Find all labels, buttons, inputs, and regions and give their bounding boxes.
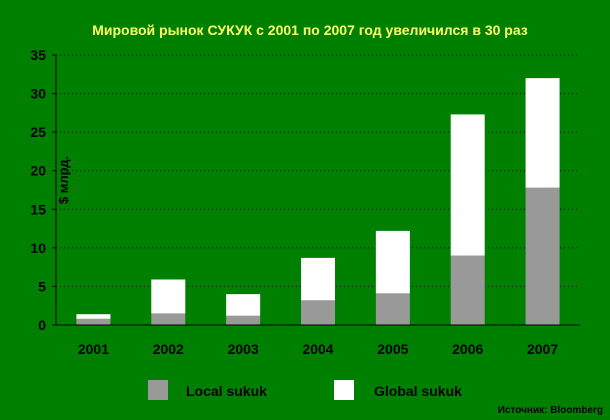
source-note: Источник: Bloomberg — [498, 405, 603, 416]
x-tick-label: 2001 — [78, 341, 109, 357]
y-tick-label: 25 — [30, 124, 46, 140]
y-tick-label: 15 — [30, 201, 46, 217]
bar-global-2005 — [375, 230, 410, 294]
bar-local-2006 — [450, 255, 485, 325]
bar-local-2002 — [151, 313, 186, 325]
legend-label-global: Global sukuk — [374, 383, 462, 399]
x-tick-label: 2002 — [153, 341, 184, 357]
bar-global-2006 — [450, 114, 485, 256]
x-axis-ticks: 2001 2002 2003 2004 2005 2006 2007 — [78, 341, 559, 357]
bar-global-2007 — [525, 78, 560, 188]
legend: Local sukuk Global sukuk — [148, 380, 462, 400]
x-tick-label: 2004 — [302, 341, 333, 357]
bar-local-2004 — [301, 300, 335, 325]
bar-local-2007 — [525, 187, 560, 325]
x-tick-label: 2006 — [452, 341, 483, 357]
bar-local-2005 — [375, 293, 410, 325]
y-tick-label: 10 — [30, 240, 46, 256]
bar-global-2002 — [151, 279, 186, 314]
y-tick-label: 35 — [30, 47, 46, 63]
bar-global-2003 — [226, 294, 261, 316]
legend-swatch-global — [334, 380, 354, 400]
legend-label-local: Local sukuk — [186, 383, 267, 399]
y-axis-label: $ млрд. — [56, 156, 71, 204]
bar-local-2003 — [226, 315, 261, 325]
x-tick-label: 2005 — [377, 341, 408, 357]
y-axis-ticks: 0 5 10 15 20 25 30 35 — [30, 47, 56, 333]
bar-global-2001 — [76, 314, 111, 319]
chart-title: Мировой рынок СУКУК с 2001 по 2007 год у… — [92, 22, 528, 38]
y-tick-label: 0 — [38, 317, 46, 333]
y-tick-label: 5 — [38, 278, 46, 294]
legend-swatch-local — [148, 380, 168, 400]
x-tick-label: 2003 — [228, 341, 259, 357]
y-tick-label: 20 — [30, 163, 46, 179]
bars — [76, 78, 560, 325]
gridlines — [56, 54, 580, 287]
x-tick-label: 2007 — [527, 341, 558, 357]
bar-local-2001 — [76, 318, 111, 325]
bar-global-2004 — [301, 257, 335, 301]
y-tick-label: 30 — [30, 86, 46, 102]
